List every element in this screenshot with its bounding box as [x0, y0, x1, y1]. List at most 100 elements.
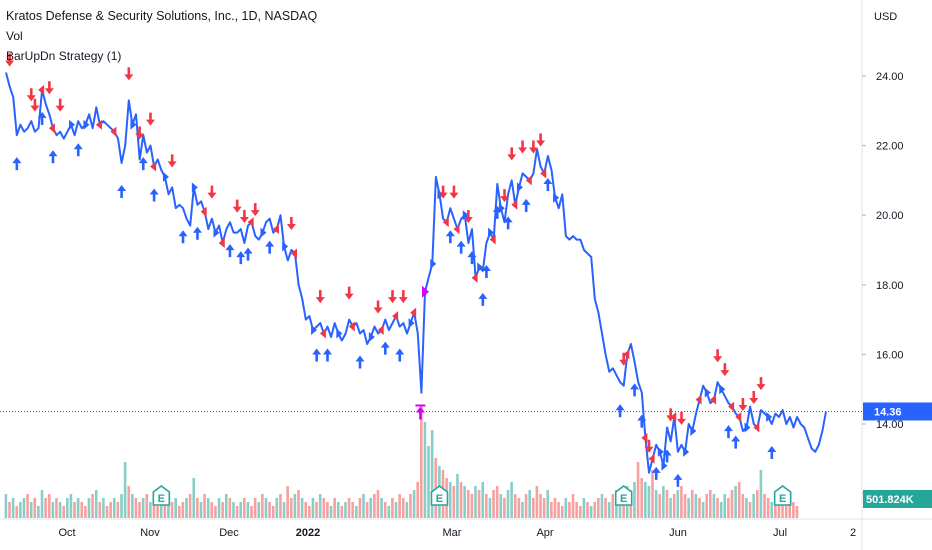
exit-triangle-marker: [670, 412, 677, 423]
volume-bar: [383, 502, 387, 518]
buy-signal-arrow: [521, 198, 531, 212]
volume-bar: [354, 506, 358, 518]
volume-bar: [495, 486, 499, 518]
volume-bar: [683, 494, 687, 518]
volume-bar: [232, 502, 235, 518]
symbol-title[interactable]: Kratos Defense & Security Solutions, Inc…: [6, 9, 318, 23]
volume-bar: [571, 494, 575, 518]
volume-bar: [181, 502, 185, 518]
volume-bar: [420, 406, 423, 518]
sell-signal-arrow: [449, 185, 459, 199]
volume-bar: [177, 506, 181, 518]
entry-triangle-marker: [683, 446, 690, 457]
volume-bar: [766, 498, 770, 518]
volume-bar: [387, 506, 391, 518]
price-series-line: [5, 72, 827, 474]
volume-bar: [55, 498, 58, 518]
entry-triangle-marker: [368, 332, 375, 342]
sell-signal-arrow: [518, 140, 528, 154]
earnings-marker: E: [430, 485, 449, 506]
exit-triangle-marker: [525, 175, 532, 186]
volume-bar: [593, 502, 597, 518]
last-price-value: 14.36: [874, 406, 902, 418]
volume-bar: [141, 498, 145, 518]
volume-indicator-label[interactable]: Vol: [6, 29, 23, 43]
buy-signal-arrow: [322, 348, 332, 362]
sell-signal-arrow: [167, 154, 177, 168]
volume-bar: [485, 494, 488, 518]
chart-legend: Kratos Defense & Security Solutions, Inc…: [6, 6, 317, 66]
sell-signal-arrow: [5, 53, 15, 67]
volume-bar: [318, 494, 322, 518]
volume-bar: [76, 498, 80, 518]
volume-bar: [763, 494, 766, 518]
volume-bar: [430, 430, 434, 518]
volume-bars: [4, 406, 799, 518]
svg-text:E: E: [436, 493, 443, 505]
volume-bar: [398, 494, 401, 518]
volume-bar: [788, 494, 792, 518]
sell-signal-arrow: [135, 126, 145, 140]
volume-bar: [705, 494, 708, 518]
entry-triangle-marker: [498, 203, 505, 214]
volume-bar: [109, 502, 112, 518]
volume-bar: [589, 506, 593, 518]
volume-bar: [492, 490, 495, 518]
entry-triangle-marker: [516, 182, 523, 193]
sell-signal-arrow: [30, 98, 40, 112]
volume-bar: [33, 498, 37, 518]
exit-triangle-marker: [648, 453, 655, 464]
volume-bar: [557, 502, 560, 518]
volume-bar: [416, 482, 420, 518]
volume-bar: [680, 486, 683, 518]
volume-bar: [795, 506, 799, 518]
volume-bar: [452, 486, 456, 518]
volume-bar: [463, 486, 466, 518]
exit-triangle-marker: [348, 321, 355, 332]
exit-triangle-marker: [641, 432, 648, 443]
volume-bar: [4, 494, 8, 518]
volume-bar: [188, 494, 192, 518]
volume-bar: [532, 498, 535, 518]
buy-signal-arrow: [503, 216, 513, 230]
volume-bar: [123, 462, 127, 518]
exit-triangle-marker: [272, 224, 279, 235]
volume-bar: [506, 490, 510, 518]
volume-bar: [152, 498, 156, 518]
entry-triangle-marker: [744, 422, 751, 433]
volume-bar: [792, 502, 795, 518]
entry-triangle-marker: [83, 119, 90, 130]
volume-bar: [203, 494, 206, 518]
strategy-indicator-label[interactable]: BarUpDn Strategy (1): [6, 49, 122, 63]
volume-bar: [250, 506, 253, 518]
volume-bar: [734, 486, 737, 518]
volume-bar: [597, 498, 600, 518]
volume-bar: [66, 498, 69, 518]
sell-signal-arrow: [713, 349, 723, 363]
volume-bar: [40, 490, 44, 518]
x-tick-label: 2022: [296, 527, 320, 539]
volume-bar: [781, 502, 784, 518]
volume-bar: [459, 482, 463, 518]
buy-signal-arrow: [481, 265, 491, 279]
volume-bar: [8, 502, 11, 518]
volume-bar: [373, 494, 376, 518]
buy-signal-arrow: [149, 188, 159, 202]
volume-bar: [423, 422, 427, 518]
volume-bar: [535, 486, 539, 518]
x-tick-label: Dec: [219, 527, 239, 539]
buy-signal-arrow: [355, 355, 365, 369]
volume-bar: [224, 494, 228, 518]
volume-bar: [91, 494, 94, 518]
entry-triangle-marker: [657, 446, 664, 457]
volume-bar: [131, 494, 134, 518]
x-tick-label: Oct: [58, 527, 75, 539]
volume-bar: [217, 498, 221, 518]
volume-bar: [503, 498, 506, 518]
volume-bar: [87, 498, 91, 518]
volume-bar: [112, 498, 116, 518]
volume-bar: [268, 502, 271, 518]
volume-bar: [239, 502, 243, 518]
volume-bar: [528, 490, 531, 518]
